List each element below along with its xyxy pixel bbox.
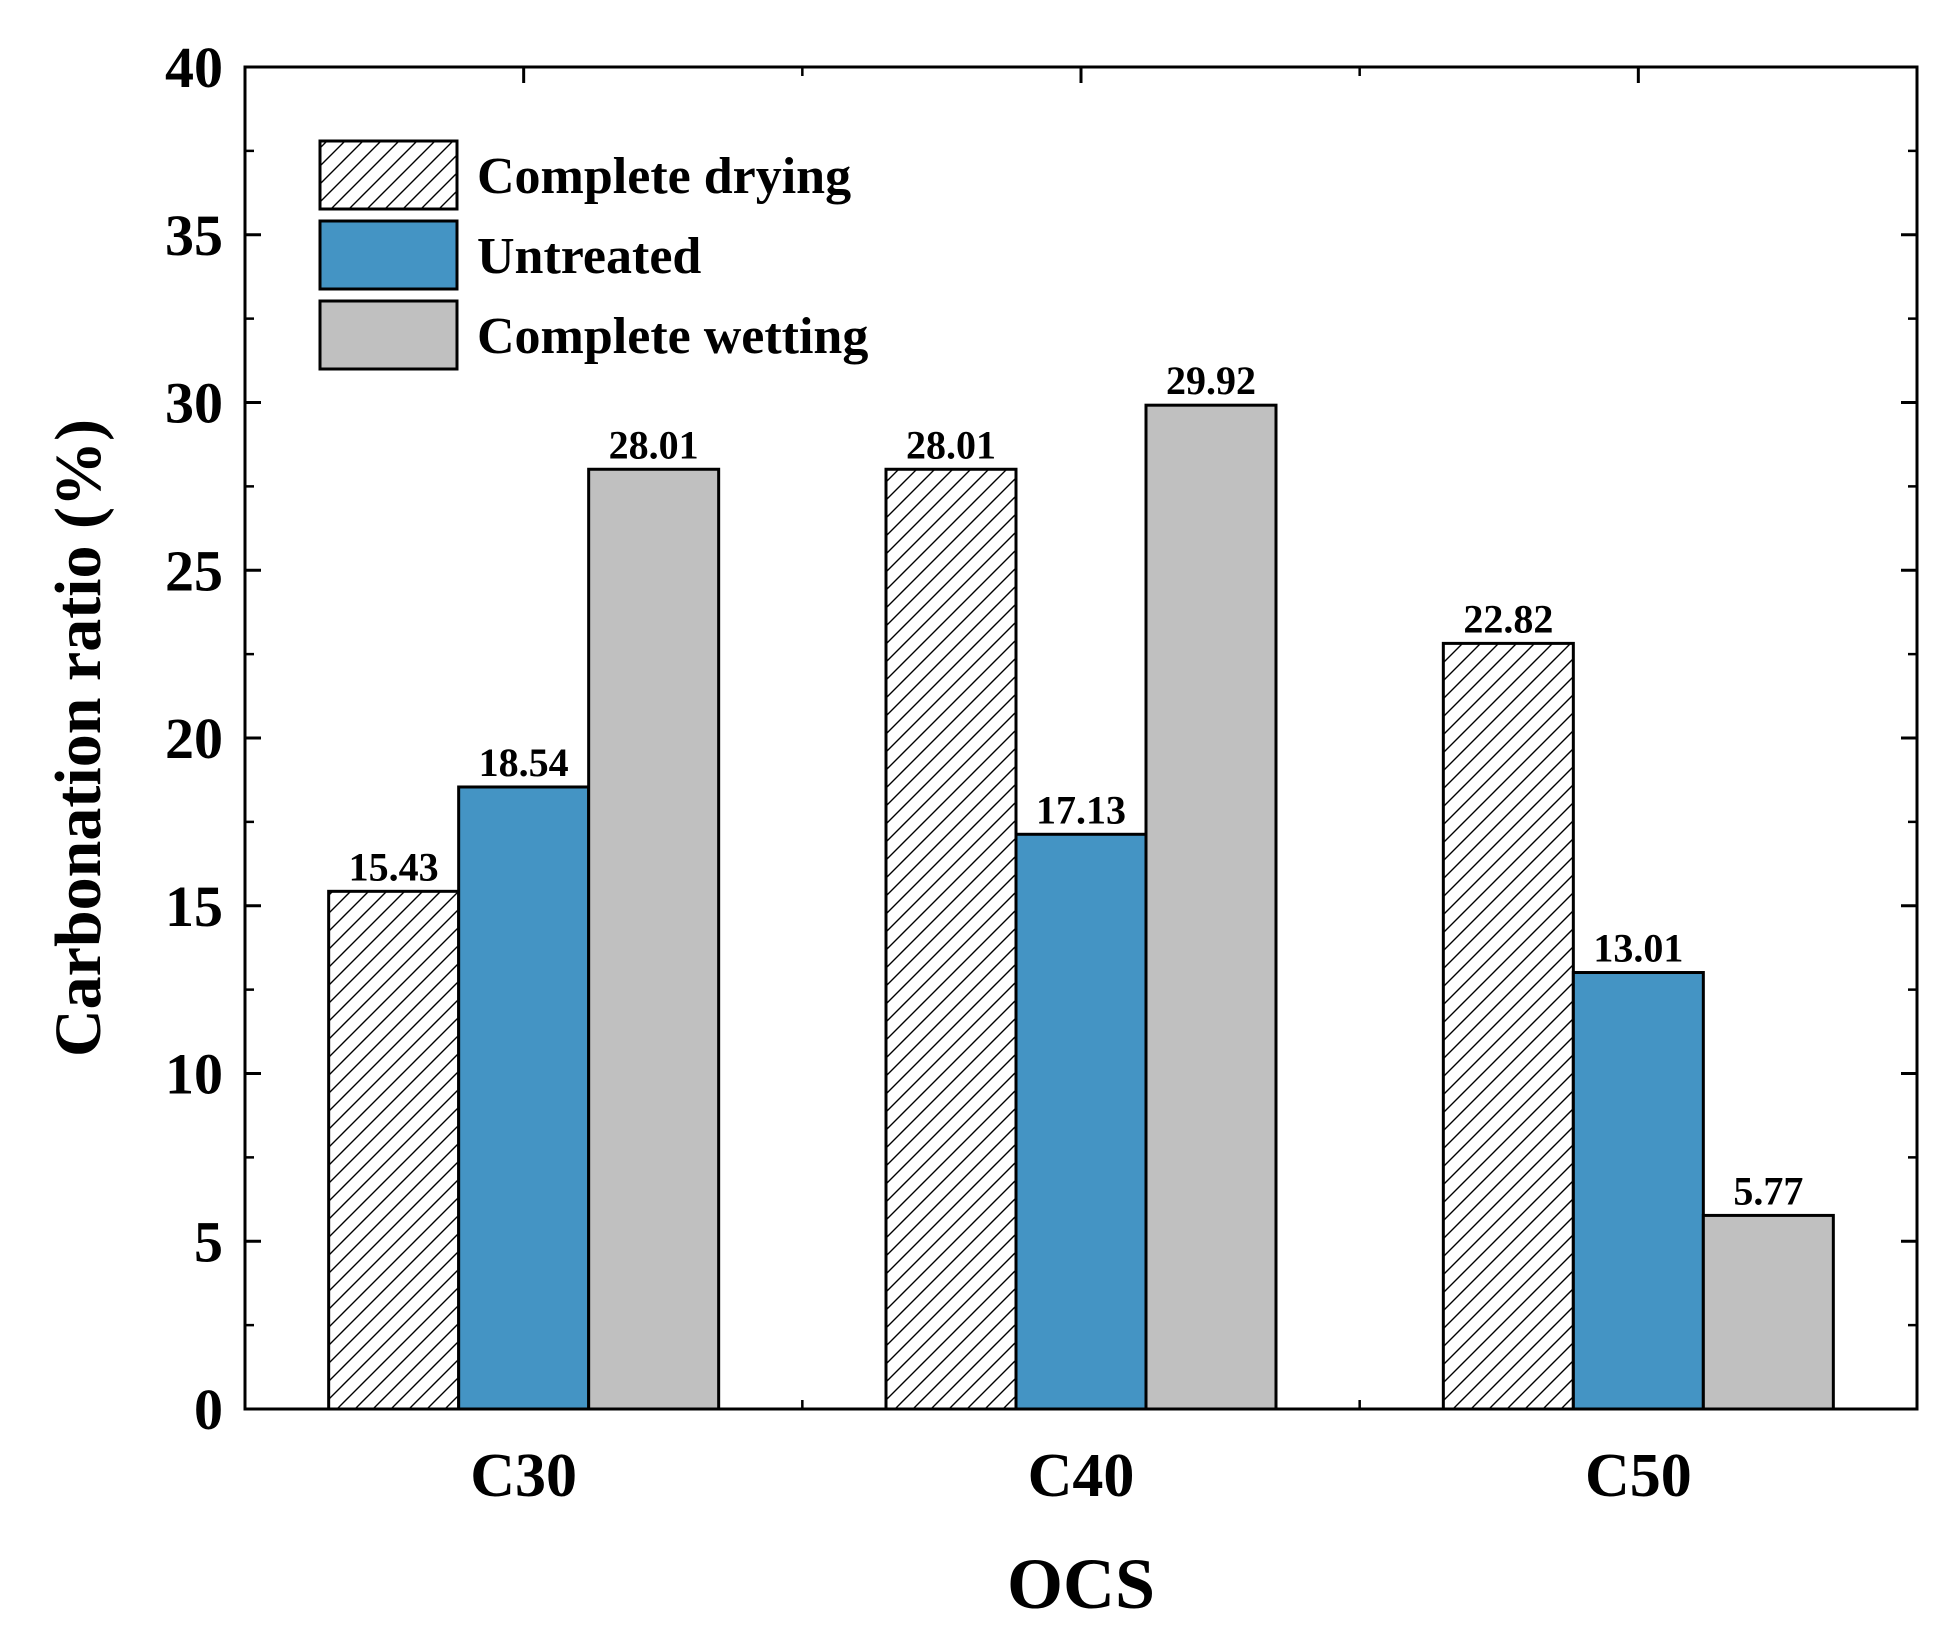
data-label-untreated-c40: 17.13 xyxy=(1036,787,1126,832)
data-label-complete-wetting-c50: 5.77 xyxy=(1733,1168,1803,1213)
data-label-complete-drying-c50: 22.82 xyxy=(1463,596,1553,641)
legend-swatch-complete-wetting xyxy=(318,299,459,371)
data-label-complete-drying-c40: 28.01 xyxy=(906,422,996,467)
bar-complete-drying-c40 xyxy=(884,467,1018,1411)
data-label-untreated-c30: 18.54 xyxy=(479,740,569,785)
y-axis-title: Carbonation ratio (%) xyxy=(42,419,115,1057)
bar-complete-wetting-c30 xyxy=(587,467,721,1411)
x-axis-title: OCS xyxy=(1007,1544,1155,1624)
bar-complete-wetting-c50 xyxy=(1701,1213,1835,1411)
data-label-complete-wetting-c30: 28.01 xyxy=(609,422,699,467)
data-label-complete-wetting-c40: 29.92 xyxy=(1166,358,1256,403)
bar-untreated-c30 xyxy=(457,785,591,1411)
x-tick-label-c40: C40 xyxy=(1028,1442,1135,1510)
y-tick-label: 15 xyxy=(165,874,223,939)
legend-label-complete-wetting: Complete wetting xyxy=(477,308,868,365)
y-tick-label: 30 xyxy=(165,371,223,436)
bar-complete-wetting-c40 xyxy=(1144,403,1278,1411)
plot-frame xyxy=(243,65,1919,1411)
data-label-untreated-c50: 13.01 xyxy=(1593,926,1683,971)
legend-swatch-complete-drying xyxy=(318,139,459,211)
data-label-complete-drying-c30: 15.43 xyxy=(349,844,439,889)
x-tick-label-c30: C30 xyxy=(470,1442,577,1510)
y-tick-label: 0 xyxy=(194,1377,223,1442)
legend-swatch-untreated xyxy=(318,219,459,291)
bar-complete-drying-c50 xyxy=(1441,641,1575,1411)
bar-untreated-c40 xyxy=(1014,832,1148,1411)
legend-label-complete-drying: Complete drying xyxy=(477,148,851,205)
y-tick-label: 10 xyxy=(165,1042,223,1107)
y-tick-label: 40 xyxy=(165,35,223,100)
legend-label-untreated: Untreated xyxy=(477,228,701,285)
y-tick-label: 25 xyxy=(165,538,223,603)
legend: Complete drying Untreated Complete wetting xyxy=(318,139,868,371)
y-tick-label: 5 xyxy=(194,1209,223,1274)
y-tick-label: 20 xyxy=(165,706,223,771)
x-tick-label-c50: C50 xyxy=(1585,1442,1692,1510)
y-tick-label: 35 xyxy=(165,203,223,268)
bar-untreated-c50 xyxy=(1571,971,1705,1411)
bar-complete-drying-c30 xyxy=(327,889,461,1411)
